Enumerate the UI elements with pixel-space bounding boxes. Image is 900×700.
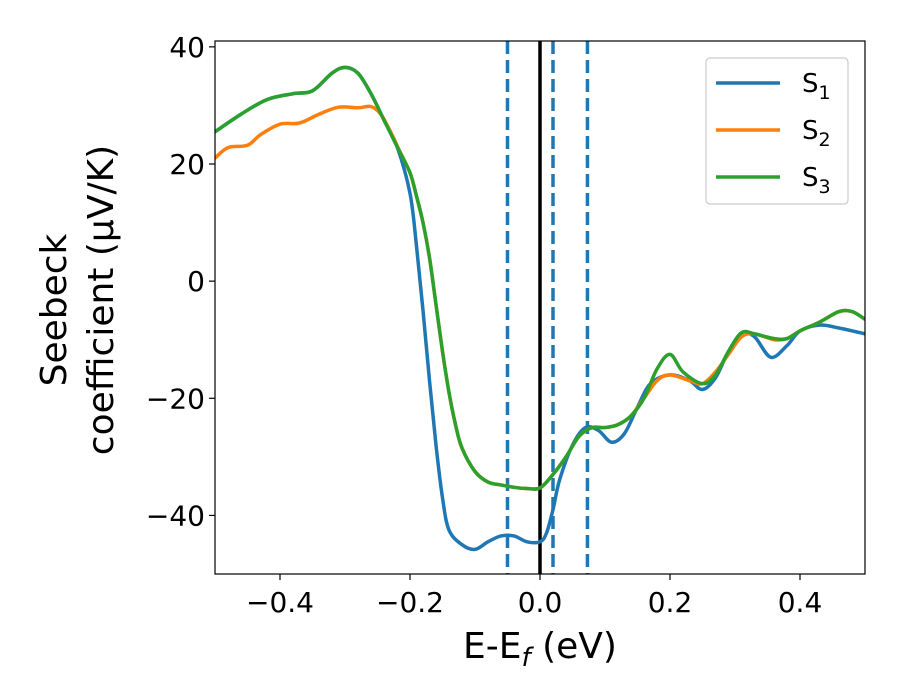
x-tick-label: 0.4 — [778, 586, 823, 619]
x-tick-label: −0.4 — [246, 586, 314, 619]
legend-label-s2: S2 — [802, 116, 831, 151]
legend-label-main: S — [802, 163, 819, 193]
y-tick-label: −40 — [146, 499, 205, 532]
y-tick-label: 40 — [169, 31, 205, 64]
x-tick-label: 0.0 — [518, 586, 563, 619]
y-axis-label-line2: coefficient (μV/K) — [81, 145, 122, 455]
x-axis-ticks: −0.4 −0.2 0.0 0.2 0.4 — [246, 574, 822, 619]
x-axis-label-unit: (eV) — [531, 626, 617, 667]
legend-label-s1: S1 — [802, 69, 831, 104]
y-tick-label: 0 — [187, 265, 205, 298]
x-axis-label-main: E-E — [463, 626, 521, 667]
legend-label-sub: 1 — [819, 82, 831, 104]
legend-label-main: S — [802, 116, 819, 146]
legend-label-sub: 2 — [819, 129, 831, 151]
x-tick-label: −0.2 — [376, 586, 444, 619]
series-line-s3 — [215, 65, 865, 491]
y-axis-label-line1: Seebeck — [34, 233, 75, 386]
legend-label-s3: S3 — [802, 163, 831, 198]
series-group — [215, 65, 865, 552]
y-axis-ticks: 40 20 0 −20 −40 — [146, 31, 215, 532]
x-axis-label: E-Ef (eV) — [463, 626, 617, 673]
legend-label-sub: 3 — [819, 176, 831, 198]
x-tick-label: 0.2 — [648, 586, 693, 619]
y-tick-label: −20 — [146, 382, 205, 415]
y-tick-label: 20 — [169, 148, 205, 181]
legend-label-main: S — [802, 69, 819, 99]
